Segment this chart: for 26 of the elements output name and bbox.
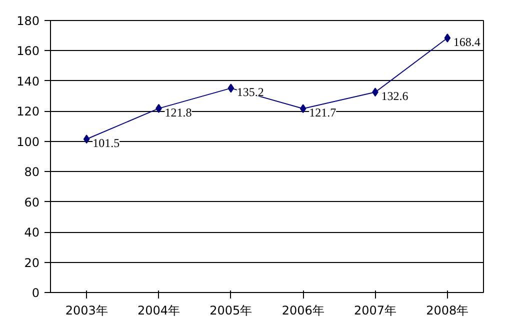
y-tick-label: 40	[24, 226, 40, 240]
y-tick-label: 100	[16, 134, 40, 149]
data-label: 135.2	[236, 85, 264, 100]
point	[228, 84, 234, 93]
y-tick-label: 180	[16, 14, 40, 28]
y-tick-label: 0	[32, 286, 40, 300]
data-label: 101.5	[92, 136, 120, 150]
y-tick-label: 120	[16, 104, 40, 119]
x-tick-label: 2005年	[210, 304, 252, 318]
x-tick-label: 2006年	[282, 304, 324, 318]
point	[83, 134, 90, 144]
y-tick-label: 60	[24, 195, 40, 210]
x-tick-label: 2003年	[65, 304, 108, 318]
x-tick-label: 2008年	[426, 304, 469, 318]
y-tick-label: 80	[24, 165, 40, 180]
y-tick-label: 160	[16, 44, 40, 58]
y-tick-label: 20	[24, 256, 40, 270]
data-label: 168.4	[453, 35, 480, 50]
point	[444, 34, 451, 43]
y-tick-label: 140	[16, 74, 40, 88]
point	[300, 104, 306, 114]
x-tick-label: 2007年	[354, 304, 397, 318]
x-tick-label: 2004年	[137, 304, 180, 318]
data-label: 121.7	[309, 106, 336, 120]
data-label: 121.8	[164, 105, 192, 120]
data-label: 132.6	[381, 89, 408, 104]
